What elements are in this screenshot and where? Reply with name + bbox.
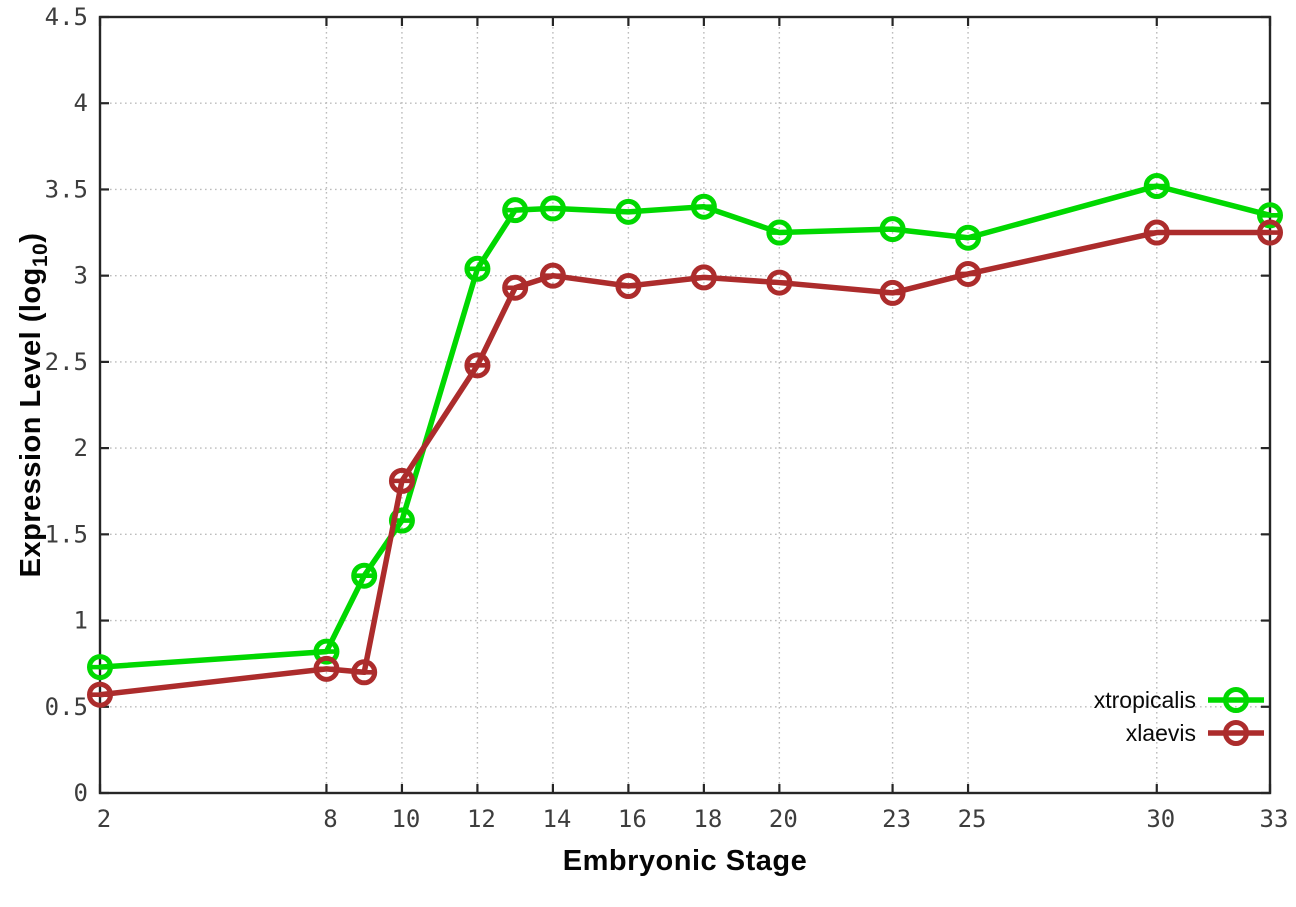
x-tick-label: 18 bbox=[693, 805, 722, 833]
y-tick-label: 0.5 bbox=[45, 693, 88, 721]
y-tick-label: 1 bbox=[74, 607, 88, 635]
y-tick-label: 0 bbox=[74, 779, 88, 807]
data-point-marker bbox=[313, 638, 340, 665]
data-point-marker bbox=[1257, 202, 1283, 229]
data-point-marker bbox=[313, 655, 340, 682]
data-point-marker bbox=[464, 255, 491, 282]
data-point-marker bbox=[87, 654, 113, 681]
data-point-marker bbox=[615, 198, 642, 225]
data-point-marker bbox=[539, 262, 566, 289]
data-point-marker bbox=[464, 352, 491, 379]
data-point-marker bbox=[1223, 720, 1249, 746]
y-tick-label: 2 bbox=[74, 434, 88, 462]
x-tick-label: 25 bbox=[958, 805, 987, 833]
data-point-marker bbox=[766, 219, 793, 246]
data-point-marker bbox=[388, 467, 415, 494]
x-tick-label: 14 bbox=[542, 805, 571, 833]
series-xlaevis bbox=[87, 219, 1283, 708]
data-point-marker bbox=[502, 274, 529, 301]
legend: xtropicalis xlaevis bbox=[1094, 687, 1264, 746]
data-point-marker bbox=[351, 562, 378, 589]
x-tick-label: 2 bbox=[97, 805, 111, 833]
legend-item-xtropicalis: xtropicalis bbox=[1094, 687, 1264, 713]
y-axis-title-text: Expression Level (log bbox=[15, 267, 47, 578]
series-line bbox=[99, 183, 1271, 670]
y-tick-label: 4 bbox=[74, 89, 88, 117]
data-point-marker bbox=[502, 197, 529, 224]
x-tick-label: 23 bbox=[882, 805, 911, 833]
x-tick-label: 33 bbox=[1260, 805, 1289, 833]
data-point-marker bbox=[539, 195, 566, 222]
legend-item-xlaevis: xlaevis bbox=[1126, 720, 1264, 746]
plot-border bbox=[98, 15, 1272, 795]
y-axis-title: Expression Level (log10) bbox=[15, 233, 53, 578]
data-point-marker bbox=[1257, 219, 1283, 246]
x-tick-label: 12 bbox=[467, 805, 496, 833]
legend-label: xtropicalis bbox=[1094, 687, 1196, 713]
y-axis-title-subscript: 10 bbox=[29, 242, 52, 268]
x-tick-label: 10 bbox=[391, 805, 420, 833]
data-point-marker bbox=[87, 681, 113, 708]
y-axis-title-suffix: ) bbox=[15, 232, 47, 243]
y-tick-label: 1.5 bbox=[45, 520, 88, 548]
data-point-marker bbox=[879, 216, 906, 243]
legend-label: xlaevis bbox=[1126, 720, 1196, 746]
x-tick-labels: 2 8 10 12 14 16 18 20 23 25 30 33 bbox=[97, 805, 1289, 833]
data-point-marker bbox=[955, 260, 982, 287]
data-point-marker bbox=[879, 279, 906, 306]
series-xtropicalis bbox=[87, 172, 1283, 681]
data-point-marker bbox=[615, 273, 642, 300]
y-tick-label: 3.5 bbox=[45, 175, 88, 203]
data-point-marker bbox=[1143, 219, 1170, 246]
y-tick-label: 3 bbox=[74, 262, 88, 290]
x-tick-label: 16 bbox=[618, 805, 647, 833]
x-tick-label: 20 bbox=[769, 805, 798, 833]
tick-marks bbox=[98, 15, 1272, 795]
data-point-marker bbox=[1223, 687, 1249, 713]
data-point-marker bbox=[766, 269, 793, 296]
y-tick-label: 4.5 bbox=[45, 3, 88, 31]
series-line bbox=[99, 229, 1270, 698]
y-tick-label: 2.5 bbox=[45, 348, 88, 376]
data-point-marker bbox=[690, 264, 717, 291]
x-tick-label: 8 bbox=[323, 805, 337, 833]
data-point-marker bbox=[955, 224, 982, 251]
data-point-marker bbox=[690, 193, 717, 220]
y-tick-labels: 0 0.5 1 1.5 2 2.5 3 3.5 4 4.5 bbox=[45, 3, 88, 807]
data-point-marker bbox=[351, 659, 378, 686]
gridlines bbox=[100, 17, 1270, 793]
x-tick-label: 30 bbox=[1146, 805, 1175, 833]
x-axis-title: Embryonic Stage bbox=[562, 845, 808, 877]
data-point-marker bbox=[1143, 172, 1170, 199]
